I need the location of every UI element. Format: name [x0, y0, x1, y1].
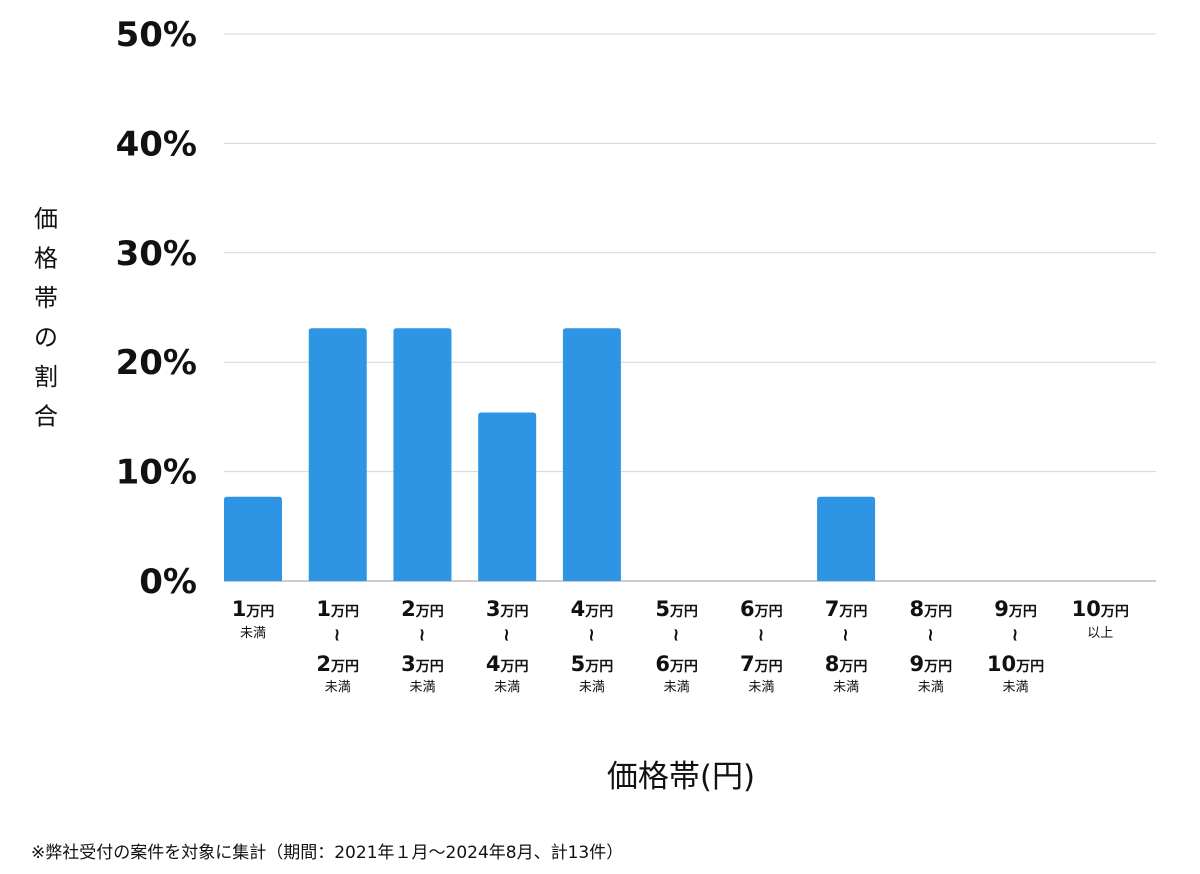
range-separator: ~ [411, 627, 432, 642]
category-value: 1万円 [316, 597, 359, 621]
category-note: 未満 [325, 680, 351, 695]
y-axis-ticks: 0% 10% 20% 30% 40% 50% [116, 15, 197, 602]
range-separator: ~ [1005, 627, 1026, 642]
category-value: 10万円 [987, 652, 1044, 676]
x-axis-label: 価格帯(円) [607, 759, 755, 795]
bar [308, 328, 367, 581]
category-value: 8万円 [910, 597, 953, 621]
category-value: 5万円 [571, 652, 614, 676]
range-separator: ~ [496, 627, 517, 642]
category-value: 7万円 [740, 652, 783, 676]
category-note: 未満 [748, 680, 774, 695]
x-axis-categories: 1万円未満1万円~2万円未満2万円~3万円未満3万円~4万円未満4万円~5万円未… [232, 597, 1129, 695]
category-value: 4万円 [486, 652, 529, 676]
bar [562, 328, 621, 581]
category-value: 10万円 [1072, 597, 1129, 621]
category-value: 2万円 [401, 597, 444, 621]
y-axis-label-text: 価格帯の割合 [34, 205, 58, 431]
category-note: 未満 [240, 626, 266, 641]
category-value: 1万円 [232, 597, 275, 621]
category-value: 4万円 [571, 597, 614, 621]
category-note: 未満 [833, 680, 859, 695]
bar [393, 328, 452, 581]
category-note: 未満 [918, 680, 944, 695]
category-note: 未満 [579, 680, 605, 695]
bar [817, 496, 876, 581]
bar [478, 412, 537, 581]
category-note: 未満 [494, 680, 520, 695]
category-note: 未満 [1003, 680, 1029, 695]
gridlines [224, 33, 1156, 582]
category-value: 3万円 [401, 652, 444, 676]
category-note: 以上 [1087, 626, 1113, 641]
range-separator: ~ [666, 627, 687, 642]
y-tick-label: 40% [116, 124, 197, 164]
range-separator: ~ [835, 627, 856, 642]
y-tick-label: 50% [116, 15, 197, 55]
category-value: 7万円 [825, 597, 868, 621]
bars [224, 328, 876, 581]
y-axis-label: 価格帯の割合 [34, 205, 58, 431]
category-value: 9万円 [994, 597, 1037, 621]
y-tick-label: 20% [116, 343, 197, 383]
footnote: ※弊社受付の案件を対象に集計（期間：2021年１月〜2024年8月、計13件） [31, 843, 624, 863]
category-value: 9万円 [910, 652, 953, 676]
category-value: 8万円 [825, 652, 868, 676]
category-value: 5万円 [655, 597, 698, 621]
category-value: 2万円 [316, 652, 359, 676]
range-separator: ~ [581, 627, 602, 642]
range-separator: ~ [920, 627, 941, 642]
category-note: 未満 [664, 680, 690, 695]
category-value: 3万円 [486, 597, 529, 621]
range-separator: ~ [327, 627, 348, 642]
y-tick-label: 10% [116, 453, 197, 493]
y-tick-label: 0% [139, 562, 197, 602]
y-tick-label: 30% [116, 234, 197, 274]
range-separator: ~ [750, 627, 771, 642]
category-value: 6万円 [655, 652, 698, 676]
category-value: 6万円 [740, 597, 783, 621]
category-note: 未満 [409, 680, 435, 695]
bar [224, 496, 282, 581]
